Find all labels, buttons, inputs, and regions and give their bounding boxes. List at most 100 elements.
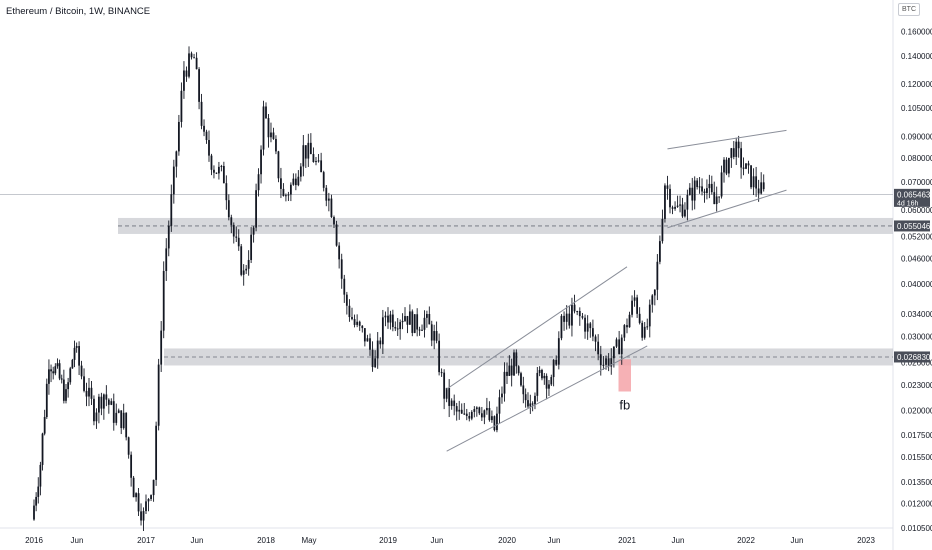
candle-body bbox=[728, 157, 730, 174]
candle-body bbox=[299, 166, 302, 177]
candle-body bbox=[552, 359, 555, 378]
candle-body bbox=[643, 326, 646, 338]
candle-body bbox=[679, 204, 681, 206]
false-breakout-highlight bbox=[618, 359, 631, 392]
candle-body bbox=[137, 493, 140, 512]
candle-body bbox=[361, 325, 364, 329]
candle-body bbox=[671, 207, 674, 209]
candle-body bbox=[666, 185, 669, 189]
candle-body bbox=[626, 325, 628, 328]
candle-body bbox=[265, 106, 267, 119]
candle-body bbox=[369, 338, 371, 350]
candle-body bbox=[35, 496, 38, 506]
candle-body bbox=[127, 437, 130, 455]
candle-body bbox=[475, 407, 478, 410]
y-axis-tick-label: 0.120000 bbox=[901, 80, 932, 89]
candle-body bbox=[676, 205, 679, 207]
y-axis-tick-label: 0.012000 bbox=[901, 500, 932, 509]
candle-body bbox=[71, 359, 74, 369]
candle-body bbox=[37, 486, 40, 497]
candle-body bbox=[155, 425, 158, 480]
x-axis-tick-label: Jun bbox=[191, 536, 204, 545]
x-axis-tick-label: 2022 bbox=[737, 536, 755, 545]
candle-body bbox=[150, 495, 152, 499]
x-axis-tick-label: Jun bbox=[672, 536, 685, 545]
candle-body bbox=[98, 396, 100, 413]
x-axis-tick-label: 2020 bbox=[498, 536, 516, 545]
candle-body bbox=[356, 321, 359, 325]
candle-body bbox=[275, 138, 277, 152]
candle-body bbox=[607, 358, 610, 367]
candle-body bbox=[578, 311, 581, 317]
candle-body bbox=[568, 313, 571, 326]
candle-body bbox=[107, 399, 110, 405]
trendline[interactable] bbox=[446, 266, 628, 390]
candle-body bbox=[255, 190, 257, 228]
y-axis-tick-label: 0.015500 bbox=[901, 453, 932, 462]
candle-body bbox=[463, 413, 466, 415]
candle-body bbox=[381, 317, 384, 345]
x-axis-tick-label: May bbox=[301, 536, 316, 545]
candle-body bbox=[413, 314, 416, 333]
candle-body bbox=[140, 511, 142, 521]
candle-body bbox=[416, 314, 419, 330]
candle-body bbox=[399, 322, 402, 330]
candle-body bbox=[737, 141, 740, 149]
x-axis-tick-label: 2021 bbox=[618, 536, 636, 545]
candle-body bbox=[333, 217, 335, 225]
candle-body bbox=[602, 364, 605, 366]
candle-body bbox=[618, 339, 621, 355]
candle-body bbox=[503, 371, 506, 394]
trendline[interactable] bbox=[667, 129, 787, 150]
x-axis-tick-label: 2023 bbox=[857, 536, 875, 545]
candle-body bbox=[586, 323, 589, 332]
candle-body bbox=[384, 315, 387, 318]
candle-body bbox=[218, 166, 220, 174]
candle-body bbox=[656, 261, 659, 290]
candle-body bbox=[90, 387, 93, 399]
x-axis-tick-label: 2017 bbox=[137, 536, 155, 545]
chart-title: Ethereum / Bitcoin, 1W, BINANCE bbox=[6, 6, 151, 17]
candle-body bbox=[366, 338, 369, 342]
candle-body bbox=[406, 316, 409, 325]
candle-body bbox=[175, 151, 178, 167]
trendline[interactable] bbox=[667, 189, 787, 229]
candle-body bbox=[69, 368, 72, 383]
candle-body bbox=[713, 192, 716, 205]
candle-body bbox=[520, 373, 522, 386]
currency-badge[interactable]: BTC bbox=[898, 3, 920, 16]
candle-body bbox=[289, 184, 292, 195]
trendline[interactable] bbox=[446, 345, 648, 452]
x-axis-tick-label: Jun bbox=[548, 536, 561, 545]
candle-body bbox=[527, 400, 529, 407]
candle-body bbox=[428, 314, 431, 325]
candle-body bbox=[285, 195, 287, 197]
y-axis-tick-label: 0.017500 bbox=[901, 431, 932, 440]
candle-body bbox=[411, 311, 414, 333]
candle-body bbox=[203, 125, 205, 132]
candle-body bbox=[232, 224, 235, 237]
candle-body bbox=[335, 224, 338, 246]
candle-body bbox=[465, 413, 468, 416]
candle-body bbox=[735, 141, 738, 157]
candle-body bbox=[460, 409, 463, 414]
candle-body bbox=[60, 378, 63, 380]
candle-body bbox=[85, 390, 88, 397]
candle-body bbox=[576, 311, 579, 313]
candle-body bbox=[190, 53, 193, 58]
y-axis-tick-label: 0.046000 bbox=[901, 255, 932, 264]
candle-body bbox=[612, 346, 615, 359]
candle-body bbox=[195, 57, 198, 70]
candle-body bbox=[545, 375, 548, 389]
x-axis-tick-label: Jun bbox=[431, 536, 444, 545]
candle-body bbox=[353, 319, 356, 325]
candle-body bbox=[730, 148, 733, 158]
candle-body bbox=[135, 493, 137, 498]
candle-body bbox=[506, 371, 508, 376]
candle-body bbox=[247, 259, 250, 269]
candle-body bbox=[584, 317, 586, 332]
candle-body bbox=[433, 331, 436, 341]
candle-body bbox=[529, 403, 532, 407]
